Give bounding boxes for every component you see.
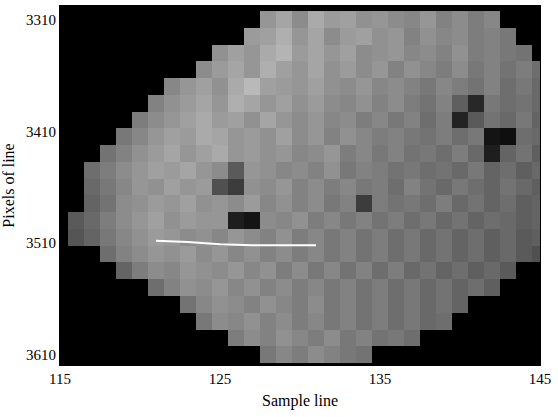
svg-text:3410: 3410 [26, 124, 56, 140]
svg-text:135: 135 [369, 371, 392, 387]
svg-text:Sample line: Sample line [262, 392, 338, 410]
svg-text:125: 125 [209, 371, 232, 387]
svg-text:3310: 3310 [26, 12, 56, 28]
svg-text:Pixels of line: Pixels of line [0, 143, 17, 227]
svg-text:145: 145 [529, 371, 552, 387]
svg-text:115: 115 [49, 371, 71, 387]
svg-text:3610: 3610 [26, 347, 56, 363]
svg-text:3510: 3510 [26, 235, 56, 251]
